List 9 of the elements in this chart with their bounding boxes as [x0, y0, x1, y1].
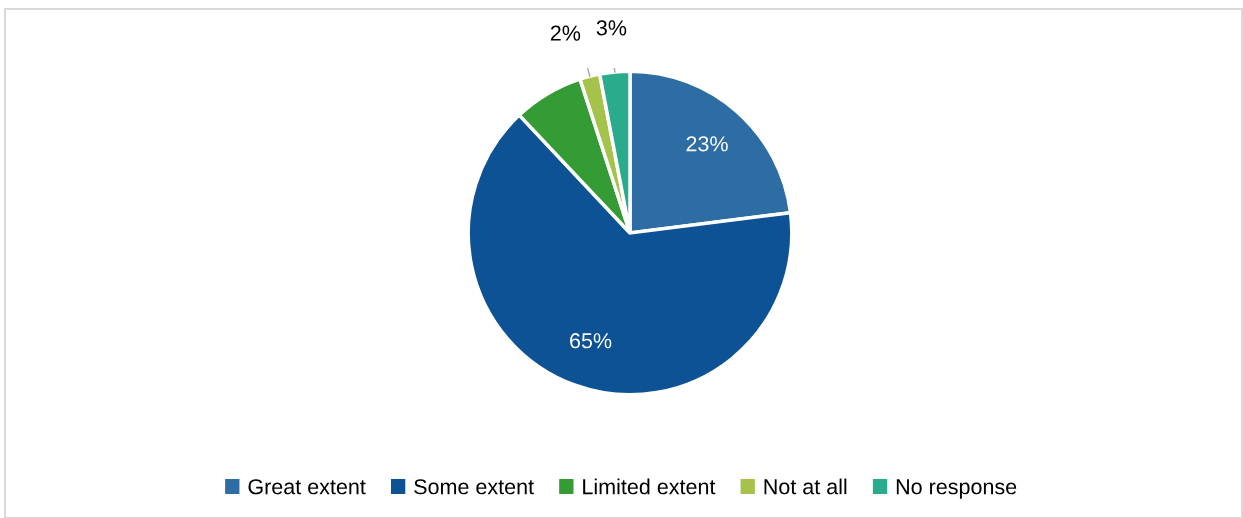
data-label: 2%: [550, 25, 581, 41]
data-label: 23%: [686, 136, 728, 152]
data-label: 65%: [570, 333, 612, 349]
data-label: 3%: [596, 20, 627, 36]
legend-label: Limited extent: [583, 478, 716, 495]
legend-label: No response: [896, 479, 1017, 499]
legend-label: Some extent: [414, 479, 534, 495]
legend-label: Great extent: [248, 479, 366, 495]
legend-label: Not at all: [764, 478, 847, 495]
